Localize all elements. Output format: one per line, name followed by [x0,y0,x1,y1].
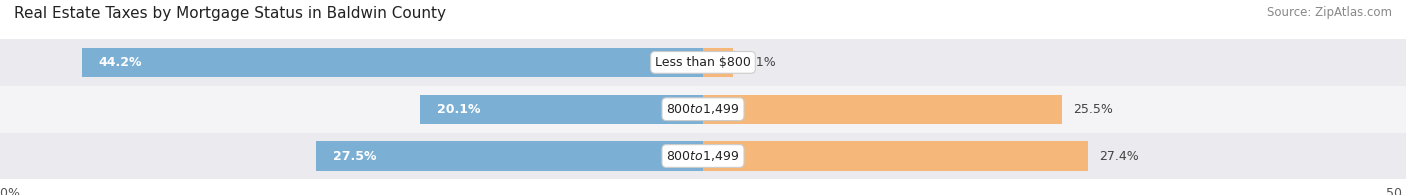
Bar [0,133,1406,179]
Bar [420,95,703,124]
Text: 44.2%: 44.2% [98,56,142,69]
Text: $800 to $1,499: $800 to $1,499 [666,102,740,116]
Bar [703,95,1062,124]
Text: 27.4%: 27.4% [1099,150,1139,162]
Text: Real Estate Taxes by Mortgage Status in Baldwin County: Real Estate Taxes by Mortgage Status in … [14,6,446,21]
Bar [0,39,1406,86]
Text: 20.1%: 20.1% [437,103,481,116]
Bar [316,142,703,170]
Text: 2.1%: 2.1% [744,56,776,69]
Text: $800 to $1,499: $800 to $1,499 [666,149,740,163]
Text: 27.5%: 27.5% [333,150,377,162]
Bar [703,142,1088,170]
Text: Source: ZipAtlas.com: Source: ZipAtlas.com [1267,6,1392,19]
Bar [0,86,1406,133]
Bar [82,48,703,77]
Text: 25.5%: 25.5% [1073,103,1112,116]
Text: Less than $800: Less than $800 [655,56,751,69]
Bar [703,48,733,77]
